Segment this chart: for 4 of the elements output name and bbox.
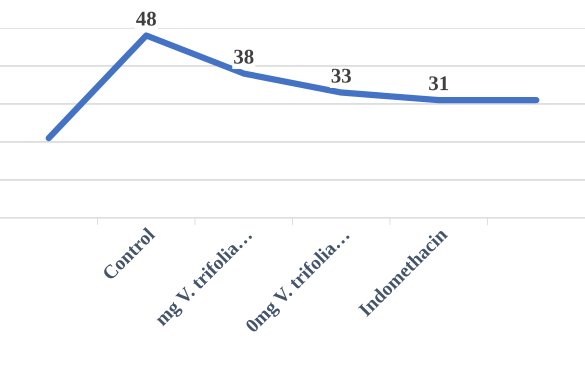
- data-label: 31: [429, 76, 448, 90]
- data-label: 48: [136, 12, 156, 26]
- data-label: 38: [234, 50, 254, 64]
- data-label: 33: [332, 68, 351, 83]
